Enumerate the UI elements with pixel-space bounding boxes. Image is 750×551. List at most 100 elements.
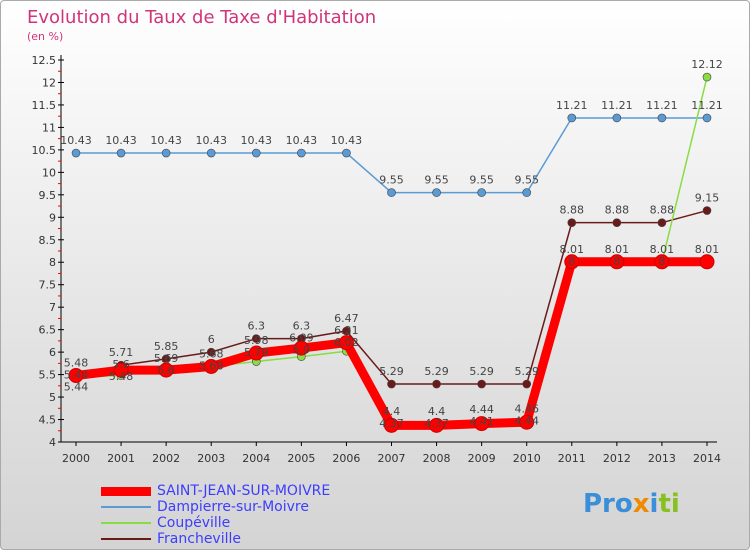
y-tick-label: 9.5 xyxy=(39,189,57,202)
x-tick-label: 2010 xyxy=(513,452,541,465)
data-point xyxy=(387,379,396,389)
x-tick-label: 2006 xyxy=(332,452,360,465)
y-tick-label: 9 xyxy=(49,211,56,224)
x-tick-label: 2011 xyxy=(558,452,586,465)
data-point xyxy=(206,347,216,357)
data-label: 9.55 xyxy=(424,174,449,187)
data-point xyxy=(113,362,129,378)
data-point xyxy=(71,148,81,158)
y-tick-label: 8.5 xyxy=(39,234,57,247)
data-point xyxy=(612,218,622,227)
data-point xyxy=(248,345,264,361)
proxiti-logo: Proxiti xyxy=(583,489,680,519)
x-tick-label: 2013 xyxy=(648,452,676,465)
data-point xyxy=(702,206,712,215)
data-point xyxy=(612,113,622,123)
data-label: 4.37 xyxy=(424,417,449,430)
data-label: 6 xyxy=(208,333,215,346)
data-point xyxy=(206,148,216,158)
data-label: 10.43 xyxy=(241,134,273,147)
data-label: 5.98 xyxy=(244,334,269,347)
x-tick-label: 2012 xyxy=(603,452,631,465)
data-label: 9.15 xyxy=(695,192,720,205)
data-label: 5.6 xyxy=(112,358,130,371)
data-label: 5.29 xyxy=(424,365,449,378)
data-point xyxy=(522,379,532,389)
data-point xyxy=(567,113,577,123)
data-point xyxy=(384,417,399,433)
legend-item-saint-jean: SAINT-JEAN-SUR-MOIVRE xyxy=(101,483,330,499)
data-point xyxy=(657,218,667,227)
data-label: 5.85 xyxy=(154,340,179,353)
data-label: 5.44 xyxy=(64,368,89,381)
data-point xyxy=(297,148,306,158)
legend-label: SAINT-JEAN-SUR-MOIVRE xyxy=(157,483,331,499)
data-point xyxy=(567,218,577,227)
legend-swatch xyxy=(101,486,151,496)
data-label: 8.88 xyxy=(650,204,675,217)
legend-item-francheville: Francheville xyxy=(101,531,241,547)
data-label: 8.01 xyxy=(605,243,630,256)
data-label: 5.48 xyxy=(109,370,134,383)
data-label: 6.3 xyxy=(248,320,266,333)
data-label: 11.21 xyxy=(601,99,633,112)
y-tick-label: 11 xyxy=(42,121,56,134)
data-label: 8.01 xyxy=(560,243,585,256)
data-label: 5.29 xyxy=(379,365,404,378)
data-label: 10.43 xyxy=(286,134,318,147)
x-tick-label: 2007 xyxy=(378,452,406,465)
y-tick-label: 5.5 xyxy=(39,369,57,382)
y-tick-label: 12.5 xyxy=(32,54,57,67)
x-tick-label: 2008 xyxy=(423,452,451,465)
data-point xyxy=(203,358,219,374)
data-label: 5.68 xyxy=(199,359,224,372)
data-point xyxy=(657,113,667,123)
data-point xyxy=(609,254,625,270)
data-label: 4.41 xyxy=(469,415,494,428)
data-point xyxy=(477,188,486,197)
x-tick-label: 2005 xyxy=(287,452,315,465)
y-tick-label: 4.5 xyxy=(39,414,57,427)
data-point xyxy=(432,379,441,389)
x-tick-label: 2004 xyxy=(242,452,270,465)
legend-item-dampierre: Dampierre-sur-Moivre xyxy=(101,499,309,515)
x-tick-label: 2000 xyxy=(62,452,90,465)
data-point xyxy=(158,362,174,378)
legend-swatch xyxy=(101,506,151,508)
data-point xyxy=(654,254,670,270)
data-label: 8.01 xyxy=(695,243,720,256)
data-label: 10.43 xyxy=(105,134,137,147)
data-label: 6.02 xyxy=(334,336,359,349)
chart-subtitle: (en %) xyxy=(27,30,64,43)
data-point xyxy=(564,254,580,270)
data-label: 8 xyxy=(658,255,665,268)
data-point xyxy=(477,379,486,389)
data-label: 11.21 xyxy=(646,99,678,112)
data-label: 8.01 xyxy=(650,243,675,256)
x-tick-label: 2001 xyxy=(107,452,135,465)
y-tick-label: 7.5 xyxy=(39,279,57,292)
data-point xyxy=(251,148,261,158)
data-label: 5.79 xyxy=(244,346,269,359)
data-point xyxy=(699,254,715,270)
data-label: 5.44 xyxy=(64,380,89,393)
data-label: 5.71 xyxy=(109,346,134,359)
legend-label: Francheville xyxy=(157,531,241,547)
y-tick-label: 6 xyxy=(49,346,56,359)
y-tick-label: 12 xyxy=(42,76,56,89)
legend-swatch xyxy=(101,522,151,524)
data-label: 4.4 xyxy=(383,405,401,418)
data-label: 5.48 xyxy=(64,356,89,369)
data-point xyxy=(522,188,532,197)
data-point xyxy=(342,326,351,336)
data-label: 4.4 xyxy=(428,405,446,418)
data-label: 4.37 xyxy=(379,417,404,430)
data-label: 10.43 xyxy=(150,134,182,147)
data-label: 8.88 xyxy=(605,204,630,217)
data-label: 6.21 xyxy=(334,324,359,337)
data-label: 10.43 xyxy=(60,134,92,147)
data-label: 12.12 xyxy=(691,58,723,71)
data-label: 9.55 xyxy=(469,174,494,187)
